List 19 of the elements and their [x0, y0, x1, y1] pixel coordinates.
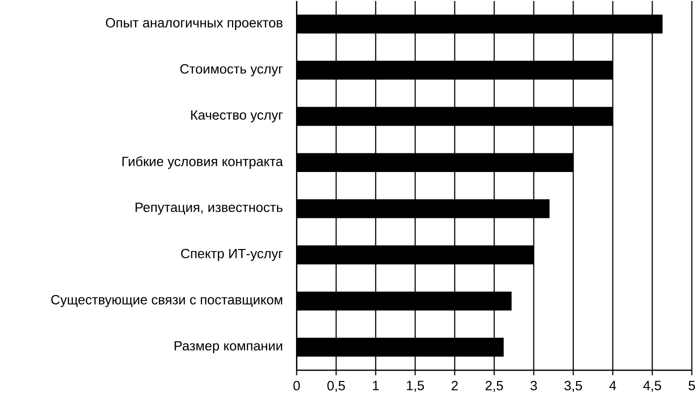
y-tick-label: Гибкие условия контракта	[122, 156, 284, 169]
y-tick-label: Спектр ИТ-услуг	[181, 248, 283, 261]
x-tick-label: 3	[530, 380, 537, 390]
y-tick-label: Стоимость услуг	[180, 64, 283, 76]
x-tick-label: 2,5	[486, 380, 503, 392]
x-tick-label: 0	[293, 380, 300, 390]
x-tick-label: 0,5	[327, 380, 345, 392]
x-tick-label: 1,5	[406, 380, 424, 392]
y-tick-label: Существующие связи с поставщиком	[51, 294, 282, 307]
x-tick-label: 5	[688, 380, 695, 390]
y-tick-label: Опыт аналогичных проектов	[106, 18, 282, 30]
x-tick-label: 3,5	[564, 380, 582, 392]
x-tick-label: 2	[452, 380, 458, 390]
y-tick-label: Размер компании	[174, 340, 282, 353]
x-tick-label: 1	[372, 380, 379, 390]
y-tick-label: Репутация, известность	[136, 202, 282, 214]
x-tick-label: 4	[609, 380, 616, 390]
x-tick-label: 4,5	[643, 380, 662, 392]
y-tick-label: Качество услуг	[191, 110, 283, 122]
